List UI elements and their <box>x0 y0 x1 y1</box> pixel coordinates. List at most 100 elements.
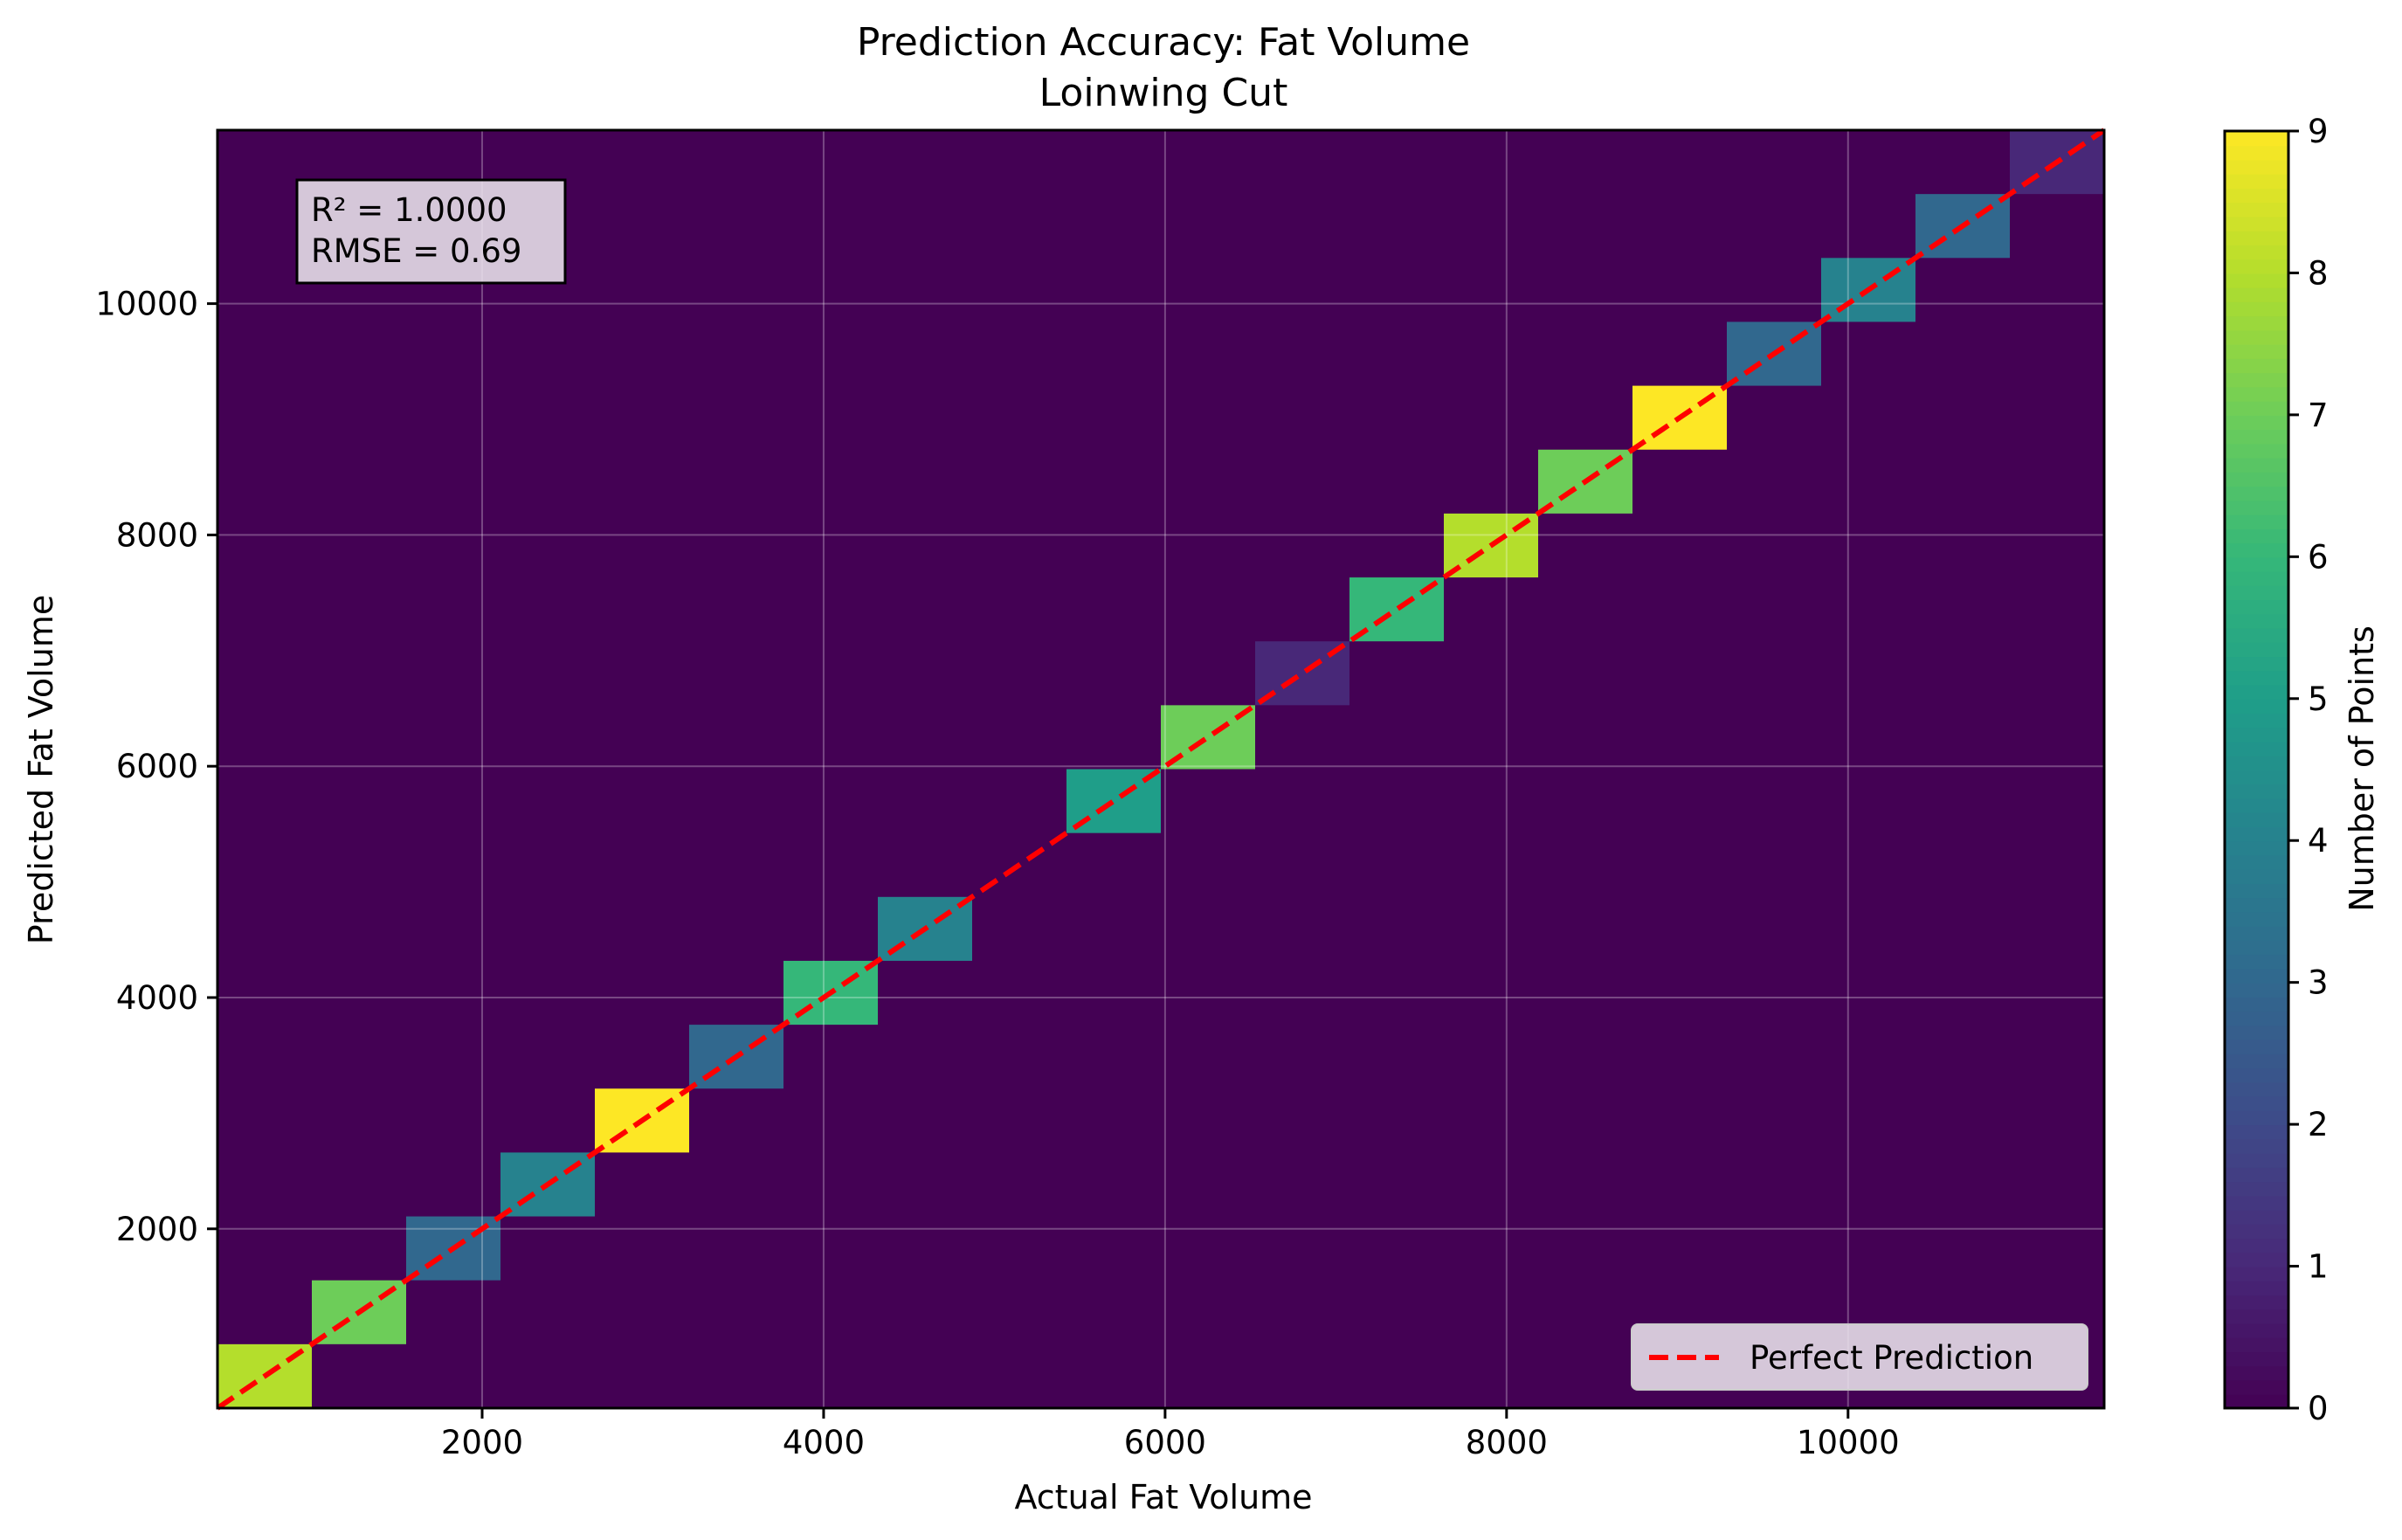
colorbar-segment <box>2225 1025 2288 1040</box>
rmse-text: RMSE = 0.69 <box>311 232 521 270</box>
colorbar-segment <box>2225 825 2288 842</box>
legend-label: Perfect Prediction <box>1750 1339 2033 1377</box>
colorbar-segment <box>2225 1152 2288 1168</box>
colorbar-segment <box>2225 613 2288 629</box>
stats-box-frame <box>295 178 567 285</box>
colorbar-tick-label: 6 <box>2308 538 2329 576</box>
x-tick-label: 10000 <box>1797 1424 1900 1461</box>
y-tick-label: 10000 <box>95 286 198 323</box>
perfect-prediction-line <box>216 128 2106 1411</box>
colorbar-segment <box>2225 1067 2288 1083</box>
colorbar-segment <box>2225 131 2288 147</box>
colorbar-segment <box>2225 244 2288 260</box>
colorbar-tick-label: 7 <box>2308 397 2329 434</box>
y-tick-label: 8000 <box>116 516 198 554</box>
colorbar-tick-label: 8 <box>2308 254 2329 292</box>
colorbar-segment <box>2225 698 2288 715</box>
colorbar-segment <box>2225 670 2288 686</box>
colorbar-segment <box>2225 982 2288 998</box>
colorbar-segment <box>2225 1053 2288 1069</box>
r2-text: R² = 1.0000 <box>311 191 507 229</box>
colorbar-segment <box>2225 528 2288 544</box>
x-axis-label: Actual Fat Volume <box>1014 1478 1312 1516</box>
colorbar-segment <box>2225 1109 2288 1126</box>
colorbar-segment <box>2225 443 2288 459</box>
colorbar-segment <box>2225 911 2288 927</box>
colorbar-segment <box>2225 727 2288 742</box>
colorbar-segment <box>2225 273 2288 288</box>
colorbar-segment <box>2225 145 2288 161</box>
colorbar-segment <box>2225 300 2288 317</box>
colorbar-segment <box>2225 386 2288 402</box>
colorbar-segment <box>2225 514 2288 529</box>
colorbar-segment <box>2225 414 2288 431</box>
colorbar-segment <box>2225 173 2288 189</box>
colorbar-segment <box>2225 656 2288 672</box>
colorbar-segment <box>2225 1252 2288 1267</box>
colorbar-segment <box>2225 1195 2288 1211</box>
x-tick-label: 6000 <box>1124 1424 1206 1461</box>
colorbar-segment <box>2225 556 2288 572</box>
colorbar-segment <box>2225 542 2288 558</box>
colorbar-segment <box>2225 854 2288 870</box>
colorbar-segment <box>2225 1266 2288 1281</box>
y-tick-label: 6000 <box>116 748 198 785</box>
colorbar-segment <box>2225 684 2288 700</box>
colorbar-tick-label: 1 <box>2308 1248 2329 1286</box>
chart-subtitle: Loinwing Cut <box>1039 71 1288 115</box>
colorbar-segment <box>2225 570 2288 586</box>
colorbar-segment <box>2225 968 2288 984</box>
colorbar-segment <box>2225 840 2288 856</box>
colorbar-segment <box>2225 1081 2288 1097</box>
colorbar-segment <box>2225 1336 2288 1353</box>
colorbar-segment <box>2225 372 2288 388</box>
chart-title: Prediction Accuracy: Fat Volume <box>857 20 1470 65</box>
x-tick-label: 2000 <box>441 1424 523 1461</box>
colorbar-tick-label: 4 <box>2308 822 2329 860</box>
colorbar-tick-label: 9 <box>2308 113 2329 150</box>
colorbar-segment <box>2225 230 2288 245</box>
colorbar-tick-label: 3 <box>2308 964 2329 1002</box>
colorbar-segment <box>2225 882 2288 899</box>
plot-area: 2000 4000 6000 8000 10000 2000 4000 6000 8000 100… <box>95 128 2106 1461</box>
colorbar-segment <box>2225 584 2288 601</box>
y-tick-label: 2000 <box>116 1211 198 1248</box>
x-tick-label: 8000 <box>1466 1424 1548 1461</box>
colorbar-segment <box>2225 784 2288 799</box>
colorbar-segment <box>2225 259 2288 274</box>
colorbar-segment <box>2225 357 2288 374</box>
colorbar-segment <box>2225 939 2288 956</box>
colorbar-segment <box>2225 1238 2288 1253</box>
colorbar-segment <box>2225 202 2288 218</box>
colorbar-segment <box>2225 770 2288 785</box>
colorbar-segment <box>2225 1166 2288 1183</box>
colorbar-segment <box>2225 486 2288 501</box>
colorbar-segment <box>2225 713 2288 729</box>
colorbar-segment <box>2225 868 2288 884</box>
colorbar-segment <box>2225 1011 2288 1026</box>
colorbar-label: Number of Points <box>2343 625 2381 912</box>
y-tick-label: 4000 <box>116 979 198 1017</box>
colorbar-segment <box>2225 798 2288 813</box>
colorbar-segment <box>2225 1223 2288 1240</box>
x-tick-label: 4000 <box>783 1424 865 1461</box>
colorbar-segment <box>2225 287 2288 302</box>
colorbar-tick-label: 5 <box>2308 680 2329 718</box>
legend-frame <box>1631 1323 2088 1391</box>
colorbar-segment <box>2225 315 2288 331</box>
colorbar-segment <box>2225 1280 2288 1296</box>
colorbar-segment <box>2225 429 2288 445</box>
colorbar-segment <box>2225 996 2288 1012</box>
colorbar-segment <box>2225 1039 2288 1054</box>
colorbar-segment <box>2225 1181 2288 1197</box>
plot-frame <box>216 128 2106 1410</box>
colorbar-tick-label: 2 <box>2308 1106 2329 1143</box>
colorbar-segment <box>2225 755 2288 770</box>
colorbar-segment <box>2225 641 2288 658</box>
colorbar-tick-label: 0 <box>2308 1390 2329 1427</box>
colorbar-segment <box>2225 1322 2288 1338</box>
colorbar-segment <box>2225 925 2288 941</box>
colorbar-segment <box>2225 811 2288 827</box>
colorbar-segment <box>2225 1351 2288 1367</box>
